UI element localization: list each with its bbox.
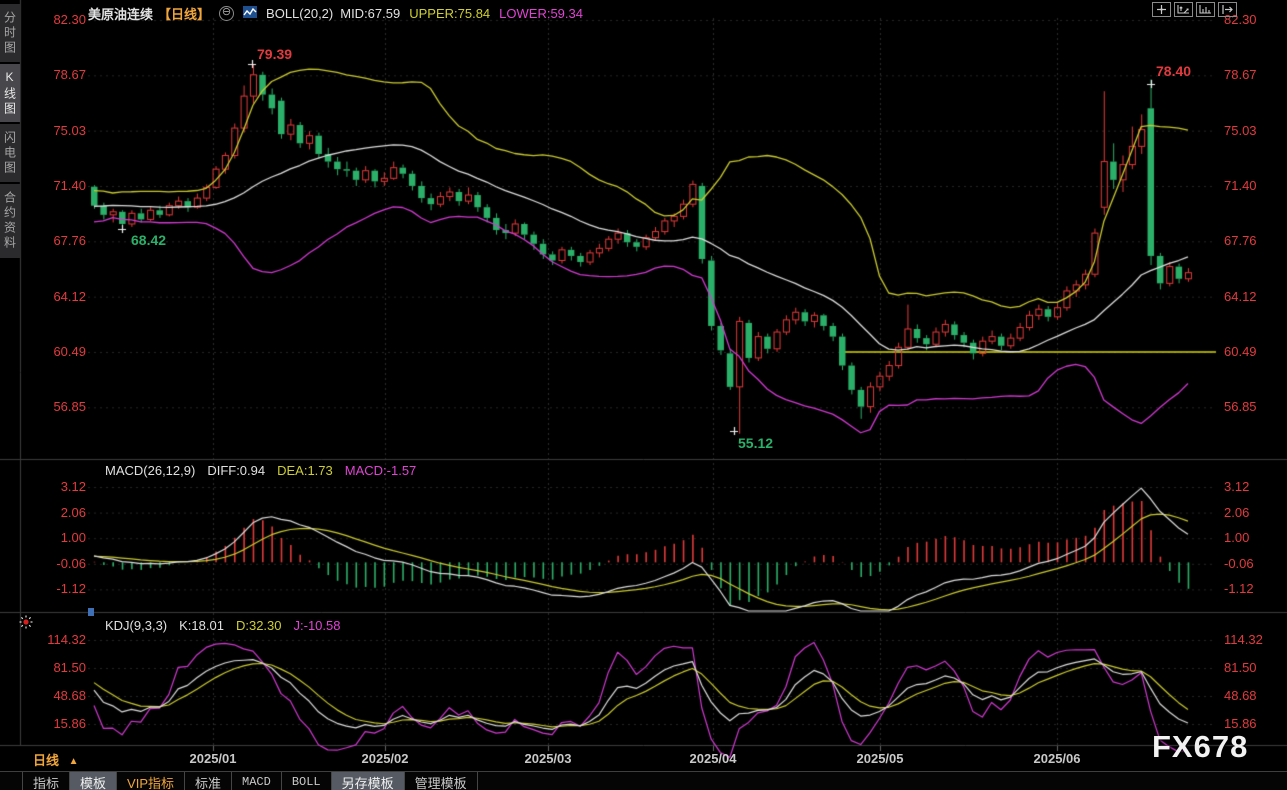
macd-tick-right-4: -1.12 bbox=[1224, 581, 1254, 597]
macd-tick-right-0: 3.12 bbox=[1224, 479, 1250, 494]
tab-VIP指标[interactable]: VIP指标 bbox=[117, 772, 185, 790]
kdj-tick-left-1: 81.50 bbox=[53, 659, 86, 675]
kdj-title: KDJ(9,3,3) bbox=[105, 618, 168, 633]
price-tick-right-3: 71.40 bbox=[1224, 177, 1257, 193]
crosshair-icon[interactable] bbox=[1152, 2, 1171, 17]
macd-tick-right-2: 1.00 bbox=[1224, 530, 1250, 546]
price-tick-right-7: 56.85 bbox=[1224, 399, 1257, 415]
symbol-name: 美原油连续 bbox=[88, 6, 154, 22]
indicator-settings-icon[interactable] bbox=[19, 615, 33, 634]
date-label-1: 2025/02 bbox=[361, 751, 409, 766]
tab-另存模板[interactable]: 另存模板 bbox=[331, 772, 405, 790]
tab-指标[interactable]: 指标 bbox=[22, 772, 71, 790]
period-selector[interactable]: 日线 ▲ bbox=[33, 750, 79, 769]
macd-dea-value: DEA:1.73 bbox=[277, 463, 333, 478]
panel-divider-handle[interactable] bbox=[88, 608, 94, 616]
axis-zoom-in-icon[interactable] bbox=[1174, 2, 1193, 17]
axis-zoom-out-icon[interactable] bbox=[1196, 2, 1215, 17]
chart-header: 美原油连续 【日线】 ⊖ BOLL(20,2) MID:67.59 UPPER:… bbox=[88, 5, 583, 22]
sidebar-item-2[interactable]: 闪电图 bbox=[0, 124, 20, 182]
date-label-4: 2025/05 bbox=[856, 751, 904, 766]
price-tick-right-0: 82.30 bbox=[1224, 12, 1257, 27]
kdj-tick-right-0: 114.32 bbox=[1224, 632, 1263, 647]
macd-tick-right-3: -0.06 bbox=[1224, 555, 1254, 571]
price-tick-left-4: 67.76 bbox=[53, 233, 86, 249]
kdj-tick-left-3: 15.86 bbox=[53, 715, 86, 731]
kdj-header: KDJ(9,3,3) K:18.01 D:32.30 J:-10.58 bbox=[105, 618, 341, 633]
kdj-j-value: J:-10.58 bbox=[293, 618, 341, 633]
sidebar-item-0[interactable]: 分时图 bbox=[0, 4, 20, 62]
kdj-k-value: K:18.01 bbox=[179, 618, 224, 633]
macd-header: MACD(26,12,9) DIFF:0.94 DEA:1.73 MACD:-1… bbox=[105, 463, 416, 478]
sidebar-item-1[interactable]: K线图 bbox=[0, 64, 20, 122]
price-marker-label-2: 78.40 bbox=[1156, 63, 1192, 79]
price-tick-right-1: 78.67 bbox=[1224, 67, 1257, 83]
kdj-tick-left-2: 48.68 bbox=[53, 687, 86, 703]
price-tick-left-3: 71.40 bbox=[53, 177, 86, 193]
price-tick-left-5: 64.12 bbox=[53, 288, 86, 304]
macd-diff-value: DIFF:0.94 bbox=[207, 463, 266, 478]
boll-label: BOLL(20,2) bbox=[266, 5, 334, 21]
macd-title: MACD(26,12,9) bbox=[105, 463, 196, 478]
sidebar-item-3[interactable]: 合约资料 bbox=[0, 184, 20, 258]
price-tick-right-5: 64.12 bbox=[1224, 288, 1257, 304]
date-label-2: 2025/03 bbox=[524, 751, 572, 766]
date-label-3: 2025/04 bbox=[689, 751, 737, 766]
macd-tick-left-0: 3.12 bbox=[60, 479, 86, 494]
price-tick-left-7: 56.85 bbox=[53, 399, 86, 415]
boll-upper-value: UPPER:75.84 bbox=[409, 5, 491, 21]
tab-MACD[interactable]: MACD bbox=[232, 772, 282, 790]
macd-tick-left-1: 2.06 bbox=[60, 504, 86, 520]
price-tick-right-2: 75.03 bbox=[1224, 122, 1257, 138]
macd-tick-left-3: -0.06 bbox=[56, 555, 86, 571]
kdj-tick-right-2: 48.68 bbox=[1224, 687, 1257, 703]
pan-right-icon[interactable] bbox=[1218, 2, 1237, 17]
price-tick-left-1: 78.67 bbox=[53, 67, 86, 83]
price-tick-right-6: 60.49 bbox=[1224, 343, 1257, 359]
price-tick-left-6: 60.49 bbox=[53, 343, 86, 359]
macd-tick-left-4: -1.12 bbox=[56, 581, 86, 597]
price-marker-label-0: 79.39 bbox=[257, 46, 293, 62]
kdj-d-value: D:32.30 bbox=[235, 618, 282, 633]
period-label: 日线 bbox=[33, 753, 60, 768]
price-tick-left-0: 82.30 bbox=[53, 12, 86, 27]
macd-tick-right-1: 2.06 bbox=[1224, 504, 1250, 520]
date-label-0: 2025/01 bbox=[189, 751, 237, 766]
period-tag[interactable]: 【日线】 bbox=[158, 6, 211, 22]
date-label-5: 2025/06 bbox=[1033, 751, 1081, 766]
boll-mid-value: MID:67.59 bbox=[340, 5, 401, 21]
macd-macd-value: MACD:-1.57 bbox=[344, 463, 417, 478]
collapse-icon[interactable]: ⊖ bbox=[219, 5, 235, 21]
price-tick-right-4: 67.76 bbox=[1224, 233, 1257, 249]
date-axis-row: 日线 ▲ 2025/01 2025/02 2025/03 2025/04 2025/05… bbox=[0, 746, 1287, 770]
boll-lower-value: LOWER:59.34 bbox=[499, 5, 583, 21]
tab-BOLL[interactable]: BOLL bbox=[282, 772, 332, 790]
watermark-logo: FX678 bbox=[1152, 729, 1249, 764]
kdj-tick-right-1: 81.50 bbox=[1224, 659, 1257, 675]
tab-标准[interactable]: 标准 bbox=[185, 772, 233, 790]
price-marker-label-1: 68.42 bbox=[131, 232, 167, 248]
tab-模板[interactable]: 模板 bbox=[70, 772, 118, 790]
kdj-tick-left-0: 114.32 bbox=[47, 632, 86, 647]
period-arrow-icon: ▲ bbox=[68, 756, 79, 767]
indicator-tab-bar: 指标 模板 VIP指标 标准 MACD BOLL 另存模板 管理模板 bbox=[0, 771, 1287, 790]
tab-管理模板[interactable]: 管理模板 bbox=[405, 772, 478, 790]
macd-tick-left-2: 1.00 bbox=[60, 530, 86, 546]
kdj-tick-right-3: 15.86 bbox=[1224, 715, 1257, 731]
mini-line-chart-icon[interactable] bbox=[243, 5, 258, 21]
price-marker-label-3: 55.12 bbox=[738, 435, 774, 451]
price-tick-left-2: 75.03 bbox=[53, 122, 86, 138]
